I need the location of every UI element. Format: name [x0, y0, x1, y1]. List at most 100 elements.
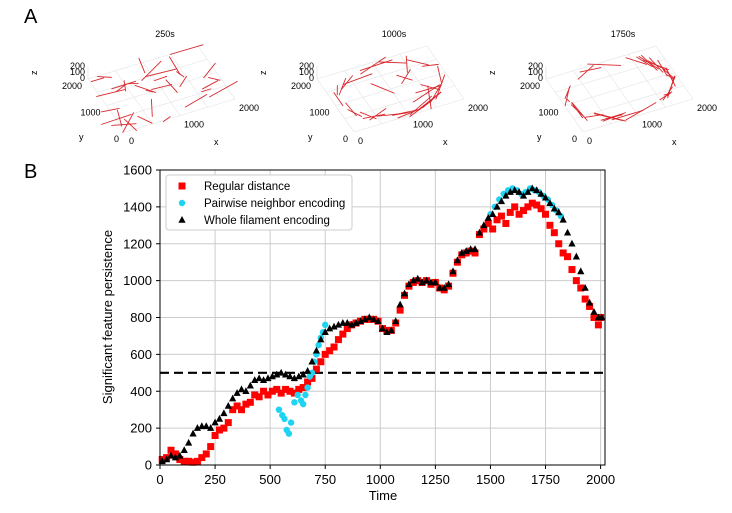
filament	[165, 79, 178, 94]
filament	[359, 59, 393, 72]
y-tick-label: 0	[572, 134, 577, 144]
filament	[378, 61, 407, 64]
triangle-point	[185, 438, 193, 446]
filament	[169, 44, 204, 55]
square-point	[304, 378, 312, 386]
axis-ticks: 0 250 500 750 1000 1250 1500 1750 2000 0 200 400 600…	[123, 163, 615, 488]
filament	[111, 123, 137, 126]
filament	[571, 102, 588, 122]
triangle-point	[163, 455, 171, 463]
triangle-point	[528, 184, 536, 192]
filament	[179, 75, 188, 88]
square-point	[489, 225, 497, 233]
circle-point	[281, 415, 288, 423]
filament	[90, 77, 105, 83]
filament	[345, 102, 357, 117]
y-axis-label: Significant feature persistence	[100, 230, 115, 404]
filament	[406, 59, 429, 66]
triangle-point	[224, 402, 232, 409]
y-axis-label: y	[537, 132, 542, 142]
filament	[662, 86, 674, 101]
triangle-point	[506, 188, 514, 195]
filament	[665, 68, 675, 83]
square-point	[224, 419, 232, 427]
y-axis-label: y	[308, 132, 313, 142]
filament	[162, 116, 171, 123]
filament	[168, 56, 181, 76]
triangle-point	[281, 370, 290, 378]
filament	[176, 71, 185, 78]
square-point	[546, 221, 554, 229]
legend-label: Regular distance	[204, 181, 290, 193]
filament	[405, 55, 408, 73]
square-point	[286, 387, 294, 395]
square-point	[550, 229, 558, 237]
triangle-point	[400, 289, 409, 297]
triangle-point	[370, 315, 378, 323]
filament	[150, 98, 153, 117]
z-axis-label: z	[487, 70, 497, 75]
filament	[625, 57, 648, 65]
y-tick-label: 2000	[62, 81, 82, 91]
triangle-point	[418, 278, 426, 286]
x-tick-label: 250	[204, 472, 226, 487]
x-tick-label: 0	[358, 136, 363, 146]
circle-point	[315, 341, 322, 349]
filament	[137, 115, 153, 124]
square-point	[502, 219, 510, 227]
square-point	[312, 365, 320, 373]
filament	[145, 89, 154, 93]
triangle-point	[299, 370, 307, 378]
triangle-point	[251, 376, 259, 383]
filament	[587, 63, 622, 66]
square-point	[396, 306, 404, 314]
circle-point	[291, 399, 298, 406]
floor-grid-line	[555, 58, 666, 93]
triangle-point	[326, 324, 334, 332]
triangle-point	[559, 215, 567, 223]
circle-point	[294, 391, 301, 399]
square-point	[506, 208, 514, 216]
triangle-point	[590, 307, 598, 315]
x-tick-label: 500	[259, 472, 281, 487]
x-axis-label: x	[214, 137, 219, 147]
triangle-point	[414, 274, 422, 282]
filament	[208, 77, 221, 81]
z-tick-label: 0	[309, 73, 314, 83]
triangle-point	[392, 317, 400, 324]
floor-grid-line	[97, 58, 208, 93]
x-tick-label: 0	[587, 136, 592, 146]
legend: Regular distance Pairwise neighbor encodi…	[165, 174, 353, 231]
triangle-point	[312, 346, 321, 354]
square-point	[198, 454, 206, 462]
square-point	[193, 457, 201, 465]
circle-point	[285, 430, 293, 437]
triangle-point	[462, 247, 470, 254]
y-tick-label: 600	[130, 347, 152, 362]
floor-grid-line	[326, 58, 437, 93]
square-point	[176, 455, 184, 463]
square-point	[238, 406, 246, 414]
circle-point	[275, 406, 283, 413]
filament	[611, 109, 644, 121]
floor-grid-line	[170, 54, 208, 108]
triangle-point	[519, 191, 528, 199]
square-point	[264, 391, 272, 399]
triangle-point	[215, 414, 224, 422]
filament	[116, 109, 123, 127]
panel-a-letter: A	[24, 6, 38, 28]
triangle-point	[405, 280, 413, 288]
filament	[342, 73, 373, 86]
x-tick-label: 2000	[697, 103, 717, 113]
filament	[643, 59, 670, 71]
x-tick-label: 1750	[531, 472, 560, 487]
filament	[564, 86, 570, 107]
y-tick-label: 0	[343, 134, 348, 144]
filament	[96, 89, 126, 97]
legend-label: Pairwise neighbor encoding	[204, 198, 345, 210]
square-point	[528, 199, 536, 207]
y-tick-label: 400	[130, 384, 152, 399]
filaments	[90, 44, 238, 134]
filament	[201, 88, 212, 93]
